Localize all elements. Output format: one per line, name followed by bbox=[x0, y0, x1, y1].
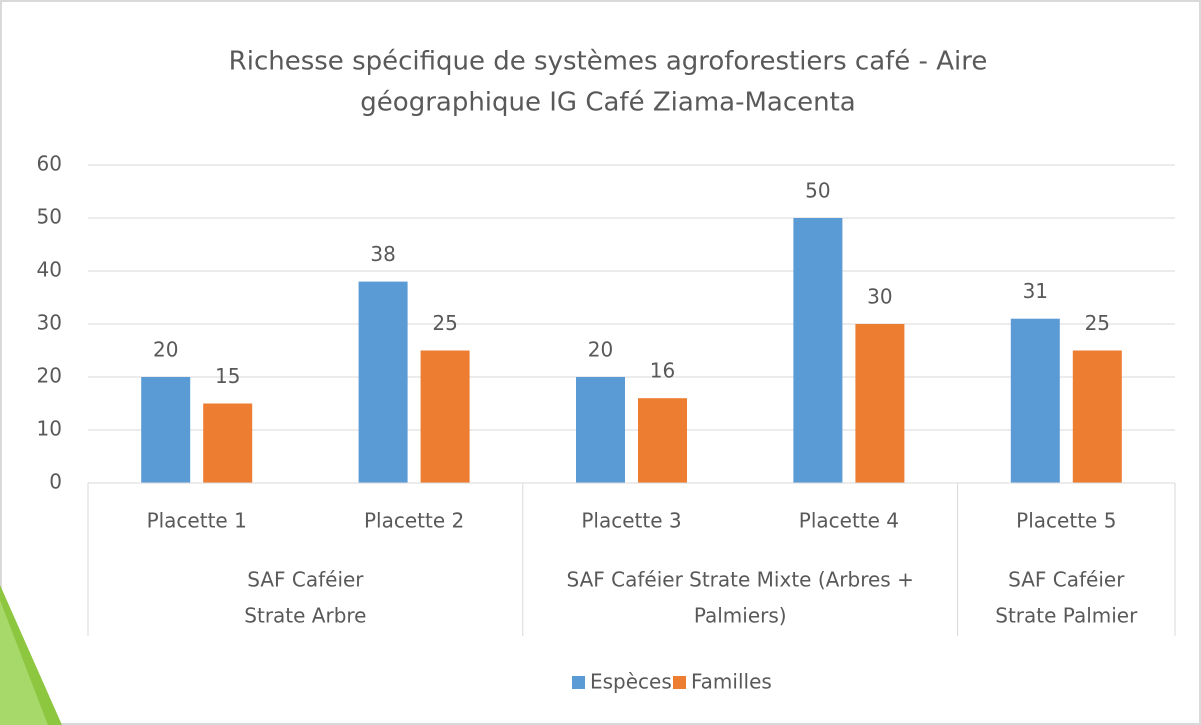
bar bbox=[203, 403, 253, 483]
legend-label: Espèces bbox=[590, 670, 672, 694]
group-label: SAF Caféier Strate Mixte (Arbres + bbox=[567, 568, 914, 592]
bar bbox=[141, 377, 191, 483]
group-label: SAF Caféier bbox=[247, 568, 364, 592]
data-label: 50 bbox=[805, 179, 830, 203]
bar bbox=[1072, 350, 1122, 483]
chart-title: géographique IG Café Ziama-Macenta bbox=[360, 88, 855, 118]
x-tick-label: Placette 1 bbox=[147, 509, 247, 533]
data-label: 25 bbox=[1085, 311, 1110, 335]
legend-swatch bbox=[673, 676, 686, 689]
data-label: 30 bbox=[867, 285, 892, 309]
bar bbox=[638, 398, 687, 483]
group-label: SAF Caféier bbox=[1008, 568, 1125, 592]
y-tick-label: 20 bbox=[37, 364, 62, 388]
group-label: Strate Arbre bbox=[244, 604, 366, 628]
group-label: Strate Palmier bbox=[995, 604, 1138, 628]
y-tick-label: 40 bbox=[37, 258, 62, 282]
x-tick-label: Placette 2 bbox=[364, 509, 464, 533]
y-tick-label: 10 bbox=[37, 417, 62, 441]
data-label: 15 bbox=[215, 364, 240, 388]
legend-swatch bbox=[572, 676, 585, 689]
bar bbox=[793, 218, 843, 483]
group-label: Palmiers) bbox=[694, 604, 787, 628]
y-tick-label: 50 bbox=[37, 205, 62, 229]
data-label: 20 bbox=[153, 338, 178, 362]
data-label: 25 bbox=[432, 311, 457, 335]
data-label: 38 bbox=[370, 242, 395, 266]
x-tick-label: Placette 5 bbox=[1016, 509, 1116, 533]
decoration bbox=[0, 600, 48, 725]
y-tick-label: 30 bbox=[37, 311, 62, 335]
x-tick-label: Placette 4 bbox=[799, 509, 899, 533]
data-label: 31 bbox=[1023, 279, 1048, 303]
bar bbox=[855, 324, 905, 483]
x-tick-label: Placette 3 bbox=[581, 509, 681, 533]
legend-label: Familles bbox=[691, 670, 772, 694]
data-label: 20 bbox=[588, 338, 613, 362]
bar bbox=[358, 281, 408, 483]
y-tick-label: 60 bbox=[37, 152, 62, 176]
bar bbox=[420, 350, 470, 483]
bar bbox=[1010, 318, 1060, 483]
chart-title: Richesse spécifique de systèmes agrofore… bbox=[229, 47, 988, 77]
bar bbox=[576, 377, 625, 483]
y-tick-label: 0 bbox=[49, 470, 62, 494]
data-label: 16 bbox=[650, 359, 675, 383]
